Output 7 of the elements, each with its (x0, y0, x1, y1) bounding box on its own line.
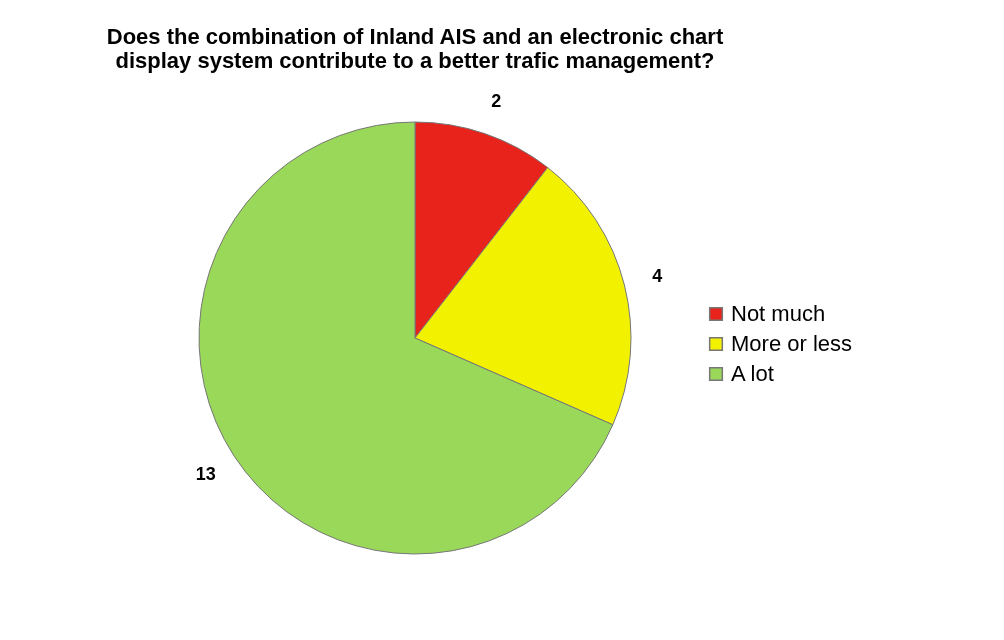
legend-label: A lot (731, 361, 774, 386)
data-label: 4 (652, 265, 663, 286)
chart-title: Does the combination of Inland AIS and an electronic chart display system contribute to a better trafic management? (106, 23, 724, 73)
data-label: 2 (491, 90, 502, 111)
data-label: 13 (195, 463, 216, 484)
legend-label: Not much (731, 301, 826, 326)
legend-label: More or less (731, 331, 853, 356)
